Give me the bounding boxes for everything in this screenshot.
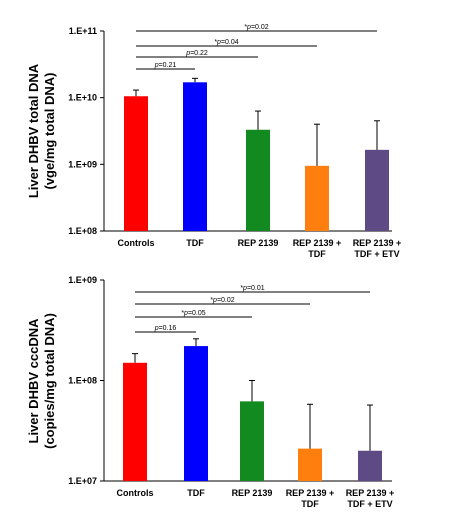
y-tick-label: 1.E+09 [68,159,97,169]
chart-2: 1.E+07 1.E+08 1.E+09 Liver DHBV cccDNA(copi… [26,275,394,509]
category-label: Controls [118,238,155,248]
category-label-line: REP 2139 + [286,488,335,498]
y-tick-label: 1.E+11 [69,26,97,36]
p-value-symbol: p [185,50,190,57]
p-value-star: * [214,39,217,46]
bar [246,129,270,231]
p-value-label: *p=0.02 [210,297,234,304]
category-label: REP 2139 + TDF + ETV [346,488,395,509]
bar [298,448,322,481]
p-value-label: p=0.22 [185,50,208,57]
bar [183,82,207,231]
p-value-number: =0.04 [221,39,239,46]
bar [240,401,264,481]
p-value-label: p=0.21 [154,62,177,69]
p-value-number: =0.05 [188,310,206,317]
p-value-star: * [210,297,213,304]
p-value-number: =0.22 [190,50,208,57]
p-value-symbol: p [246,24,251,31]
y-axis-label-line: Liver DHBV total DNA [26,63,41,198]
bar [365,149,389,231]
category-label: REP 2139 + TDF [286,488,335,509]
y-tick-label: 1.E+10 [68,93,97,103]
y-axis-label: Liver DHBV total DNA(vge/mg total DNA) [26,63,57,198]
bar [305,165,329,231]
category-label: TDF [186,238,204,248]
p-value-symbol: p [216,39,221,46]
bar [124,96,148,231]
y-tick-label: 1.E+07 [68,476,97,486]
category-label-line: TDF + ETV [347,499,392,509]
category-label-line: TDF [301,499,319,509]
bar [184,346,208,481]
category-label-line: TDF [187,488,205,498]
y-axis-label-line: Liver DHBV cccDNA [26,318,41,444]
p-value-number: =0.01 [247,285,265,292]
p-value-number: =0.02 [217,297,235,304]
category-label: Controls [117,488,154,498]
category-label-line: REP 2139 [238,238,279,248]
category-label-line: Controls [117,488,154,498]
p-value-number: =0.21 [159,62,177,69]
y-axis-label-line: (vge/mg total DNA) [42,73,57,190]
p-value-label: *p=0.02 [244,24,268,31]
p-value-symbol: p [154,62,159,69]
y-tick-label: 1.E+08 [68,376,97,386]
category-label: REP 2139 + TDF [293,238,342,259]
category-label-line: TDF [308,249,326,259]
p-value-label: *p=0.01 [240,285,264,292]
y-axis-label: Liver DHBV cccDNA(copies/mg total DNA) [26,313,57,449]
p-value-label: *p=0.05 [181,310,205,317]
category-label-line: Controls [118,238,155,248]
p-value-symbol: p [183,310,188,317]
p-value-symbol: p [212,297,217,304]
category-label-line: REP 2139 [232,488,273,498]
category-label-line: REP 2139 + [353,238,402,248]
category-label-line: REP 2139 + [346,488,395,498]
p-value-number: =0.02 [251,24,269,31]
p-value-label: p=0.16 [154,325,177,332]
p-value-star: * [244,24,247,31]
y-axis-label-line: (copies/mg total DNA) [42,313,57,449]
bar [358,450,382,481]
p-value-number: =0.16 [159,325,177,332]
category-label: TDF [187,488,205,498]
category-label-line: TDF + ETV [354,249,399,259]
category-label-line: REP 2139 + [293,238,342,248]
y-tick-label: 1.E+08 [68,226,97,236]
y-tick-label: 1.E+09 [68,275,97,285]
p-value-star: * [240,285,243,292]
chart-1: 1.E+08 1.E+09 1.E+10 1.E+11 Liver DHBV total… [26,24,401,259]
bar [123,362,147,481]
p-value-label: *p=0.04 [214,39,238,46]
category-label: REP 2139 [232,488,273,498]
category-label: REP 2139 [238,238,279,248]
category-label-line: TDF [186,238,204,248]
p-value-symbol: p [154,325,159,332]
p-value-star: * [181,310,184,317]
p-value-symbol: p [242,285,247,292]
category-label: REP 2139 + TDF + ETV [353,238,402,259]
